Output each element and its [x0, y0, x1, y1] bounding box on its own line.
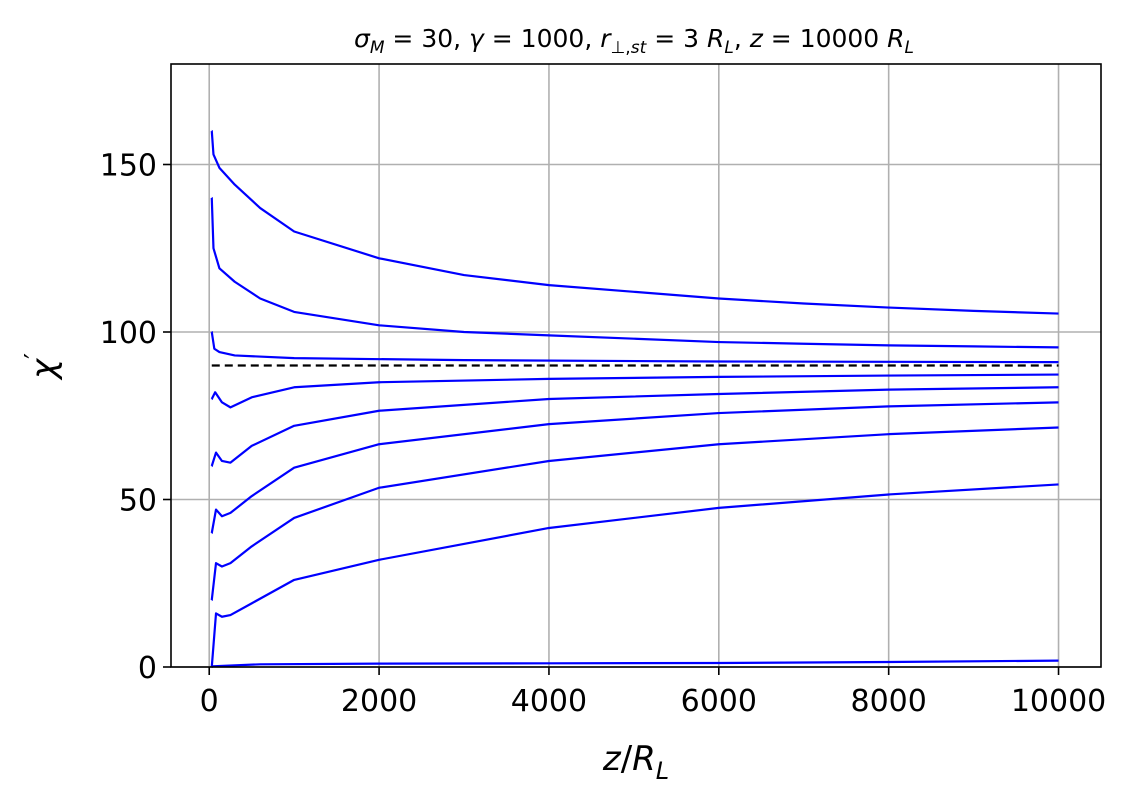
x-tick-label: 0 — [200, 684, 219, 719]
x-tick-label: 8000 — [850, 684, 926, 719]
x-axis-label: z/RL — [602, 739, 669, 785]
series-line-9 — [210, 659, 1059, 668]
series-line-1 — [210, 129, 1059, 315]
x-tick-label: 10000 — [1011, 684, 1106, 719]
series-line-2 — [210, 196, 1059, 349]
series-line-6 — [210, 401, 1059, 535]
ticks: 0 2000 4000 6000 8000 10000 0 50 100 150 — [100, 149, 1107, 720]
chart-title: σM = 30, γ = 1000, r⊥,st = 3 RL, z = 100… — [354, 24, 914, 58]
series-group — [210, 129, 1059, 669]
y-axis-label: χ′ — [20, 353, 64, 381]
x-tick-label: 6000 — [681, 684, 757, 719]
y-tick-label: 50 — [119, 484, 157, 519]
y-tick-label: 0 — [138, 651, 157, 686]
x-tick-label: 2000 — [341, 684, 417, 719]
x-tick-label: 4000 — [511, 684, 587, 719]
series-line-7 — [210, 426, 1059, 602]
y-tick-label: 100 — [100, 316, 157, 351]
y-tick-label: 150 — [100, 149, 157, 184]
series-line-3 — [210, 330, 1059, 364]
series-line-8 — [210, 483, 1059, 669]
series-line-5 — [210, 386, 1059, 468]
series-line-4 — [210, 373, 1059, 409]
plot-frame — [170, 63, 1102, 668]
